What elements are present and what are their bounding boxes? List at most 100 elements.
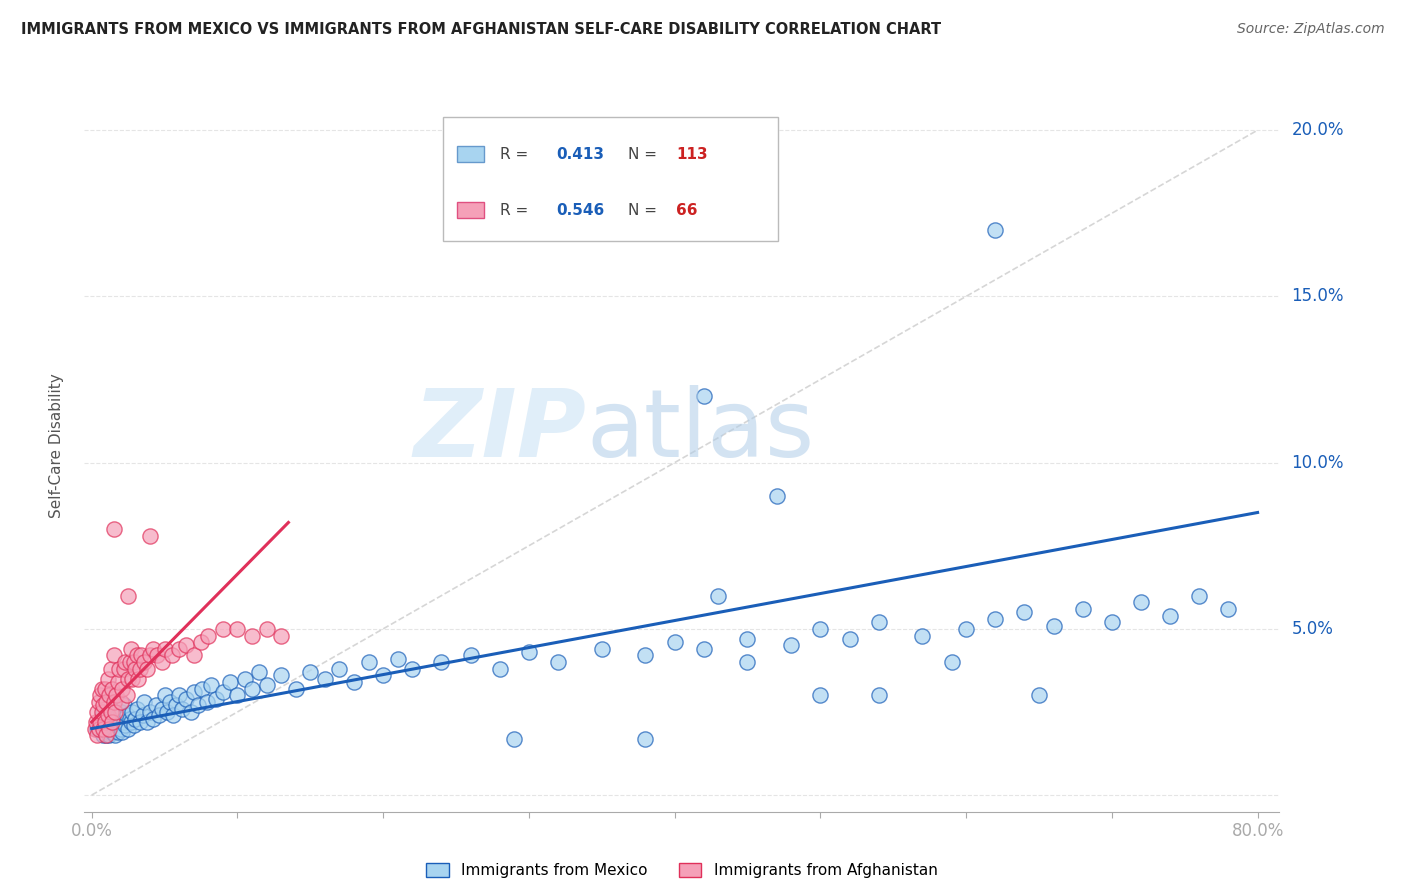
Point: [1218, 602, 1240, 616]
Point: [139, 705, 162, 719]
Text: R =: R =: [501, 146, 533, 161]
Point: [195, 695, 218, 709]
Point: [460, 648, 482, 663]
Text: atlas: atlas: [586, 385, 814, 477]
Point: [117, 722, 139, 736]
Point: [98, 718, 121, 732]
Point: [107, 725, 129, 739]
Point: [103, 712, 125, 726]
Point: [153, 641, 176, 656]
Point: [139, 529, 162, 543]
Point: [256, 622, 278, 636]
Point: [107, 675, 129, 690]
Point: [111, 725, 134, 739]
Text: 10.0%: 10.0%: [1291, 454, 1344, 472]
Text: 0.413: 0.413: [557, 146, 605, 161]
Point: [270, 668, 292, 682]
Point: [1071, 602, 1094, 616]
Point: [145, 698, 167, 713]
Point: [159, 695, 181, 709]
Point: [176, 639, 198, 653]
Point: [128, 714, 150, 729]
Point: [162, 708, 184, 723]
Point: [94, 714, 117, 729]
Point: [89, 689, 111, 703]
Point: [98, 689, 121, 703]
Point: [96, 728, 118, 742]
Point: [146, 648, 169, 663]
Point: [127, 672, 149, 686]
Point: [401, 662, 423, 676]
Point: [150, 701, 173, 715]
Point: [240, 681, 263, 696]
Text: ZIP: ZIP: [413, 385, 586, 477]
Point: [226, 689, 249, 703]
Point: [328, 662, 350, 676]
Point: [707, 589, 730, 603]
Point: [114, 655, 136, 669]
Point: [270, 628, 292, 642]
Text: 66: 66: [676, 202, 697, 218]
Point: [104, 701, 127, 715]
Text: N =: N =: [628, 146, 662, 161]
Point: [165, 698, 187, 713]
Text: 5.0%: 5.0%: [1291, 620, 1333, 638]
Point: [693, 641, 716, 656]
Point: [87, 722, 110, 736]
Point: [139, 648, 162, 663]
Point: [112, 714, 135, 729]
Point: [117, 589, 139, 603]
Point: [107, 708, 129, 723]
Point: [838, 632, 860, 646]
Point: [1028, 689, 1050, 703]
Point: [160, 648, 183, 663]
Point: [693, 389, 716, 403]
Point: [256, 678, 278, 692]
Text: 20.0%: 20.0%: [1291, 121, 1344, 139]
Point: [121, 672, 143, 686]
Point: [112, 698, 135, 713]
Point: [100, 705, 122, 719]
Point: [153, 689, 176, 703]
Point: [104, 728, 127, 742]
Point: [167, 689, 190, 703]
Point: [1130, 595, 1153, 609]
Point: [108, 662, 131, 676]
Point: [103, 695, 125, 709]
Point: [91, 728, 114, 742]
Point: [114, 718, 136, 732]
FancyBboxPatch shape: [443, 117, 778, 241]
Point: [233, 672, 256, 686]
Text: N =: N =: [628, 202, 662, 218]
Point: [765, 489, 787, 503]
Point: [129, 648, 152, 663]
Point: [180, 705, 202, 719]
Point: [98, 722, 121, 736]
Point: [97, 672, 120, 686]
Text: IMMIGRANTS FROM MEXICO VS IMMIGRANTS FROM AFGHANISTAN SELF-CARE DISABILITY CORRE: IMMIGRANTS FROM MEXICO VS IMMIGRANTS FRO…: [21, 22, 941, 37]
Point: [430, 655, 453, 669]
Point: [90, 681, 112, 696]
Point: [94, 681, 117, 696]
Point: [128, 662, 150, 676]
Point: [226, 622, 249, 636]
Point: [187, 698, 209, 713]
Text: 0.546: 0.546: [557, 202, 605, 218]
Point: [121, 705, 143, 719]
Point: [108, 714, 131, 729]
Point: [200, 678, 222, 692]
Point: [97, 725, 120, 739]
Point: [86, 705, 108, 719]
Text: 113: 113: [676, 146, 707, 161]
Point: [115, 708, 138, 723]
Point: [110, 722, 132, 736]
Point: [100, 662, 122, 676]
Point: [101, 705, 124, 719]
Point: [808, 622, 831, 636]
Point: [118, 712, 141, 726]
Point: [115, 689, 138, 703]
Point: [120, 641, 142, 656]
Point: [122, 718, 145, 732]
Point: [1159, 608, 1181, 623]
Point: [547, 655, 569, 669]
